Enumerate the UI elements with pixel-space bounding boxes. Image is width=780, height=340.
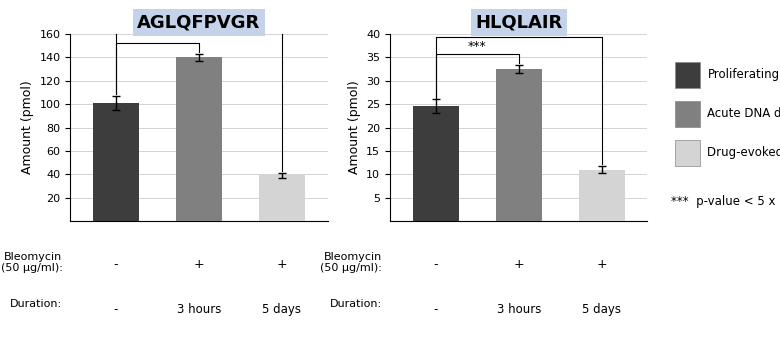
Text: Bleomycin
(50 μg/ml):: Bleomycin (50 μg/ml): xyxy=(321,252,382,273)
Text: -: - xyxy=(434,303,438,316)
Text: ***  p-value < 5 x 10: *** p-value < 5 x 10 xyxy=(671,195,780,208)
Text: Duration:: Duration: xyxy=(10,299,62,309)
Y-axis label: Amount (pmol): Amount (pmol) xyxy=(348,81,360,174)
Text: 3 hours: 3 hours xyxy=(497,303,541,316)
Text: +: + xyxy=(597,258,607,271)
Text: Bleomycin
(50 μg/ml):: Bleomycin (50 μg/ml): xyxy=(1,252,62,273)
Text: +: + xyxy=(193,258,204,271)
Text: +: + xyxy=(513,258,524,271)
Bar xyxy=(259,175,305,221)
Bar xyxy=(93,103,139,221)
Text: -: - xyxy=(434,258,438,271)
Text: ***: *** xyxy=(190,12,208,25)
Text: -: - xyxy=(114,303,118,316)
Text: 3 hours: 3 hours xyxy=(177,303,221,316)
Text: ***: *** xyxy=(148,29,167,42)
Bar xyxy=(579,170,625,221)
Text: 5 days: 5 days xyxy=(582,303,621,316)
Text: 5 days: 5 days xyxy=(262,303,301,316)
Title: AGLQFPVGR: AGLQFPVGR xyxy=(137,13,261,31)
Text: ***: *** xyxy=(468,40,487,53)
Text: Acute DNA damage: Acute DNA damage xyxy=(707,107,780,120)
Text: Drug-evoked senescence: Drug-evoked senescence xyxy=(707,147,780,159)
Y-axis label: Amount (pmol): Amount (pmol) xyxy=(21,81,34,174)
Text: -: - xyxy=(114,258,118,271)
Text: +: + xyxy=(277,258,287,271)
Text: Proliferating: Proliferating xyxy=(707,68,779,81)
Text: ***: *** xyxy=(509,23,528,36)
Bar xyxy=(176,57,222,221)
Bar xyxy=(496,69,541,221)
Bar xyxy=(413,106,459,221)
Text: Duration:: Duration: xyxy=(330,299,382,309)
Title: HLQLAIR: HLQLAIR xyxy=(475,13,562,31)
